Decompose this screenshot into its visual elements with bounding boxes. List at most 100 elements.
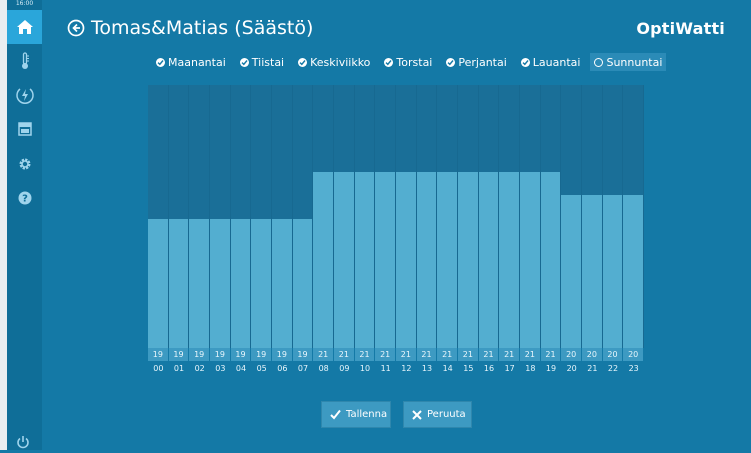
bar-hour-18[interactable]: [520, 85, 541, 348]
bar-separator: [332, 85, 334, 348]
bar-hour-14[interactable]: [437, 85, 458, 348]
bar: [561, 195, 582, 348]
hour-tick-label: 16: [483, 364, 495, 373]
hour-tick-label: 05: [256, 364, 267, 373]
day-toggle-sunnuntai[interactable]: Sunnuntai: [590, 53, 667, 71]
sidebar-item-schedule[interactable]: [7, 112, 42, 146]
hour-tick-label: 04: [235, 364, 247, 373]
bar: [168, 218, 190, 348]
check-icon: [330, 409, 341, 420]
hour-tick-label: 06: [277, 364, 288, 373]
check-circle-icon: [156, 57, 165, 67]
check-circle-icon: [446, 57, 456, 67]
bar-hour-13[interactable]: [416, 85, 438, 348]
bar-hour-10[interactable]: [354, 85, 376, 348]
bar-hour-21[interactable]: [582, 85, 603, 348]
bar-separator: [250, 85, 252, 348]
bar-hour-05[interactable]: [251, 85, 272, 348]
hour-tick-label: 09: [339, 364, 350, 373]
window-edge: [0, 0, 7, 450]
bar-hour-16[interactable]: [478, 85, 500, 348]
bar-hour-12[interactable]: [396, 85, 417, 348]
bar: [437, 171, 458, 348]
hour-tick-label: 02: [194, 364, 205, 373]
bar-hour-20[interactable]: [561, 85, 582, 348]
bar-separator: [436, 85, 438, 348]
hour-tick-label: 18: [525, 364, 536, 373]
bar-hour-23[interactable]: [623, 85, 644, 348]
bar-hour-04[interactable]: [230, 85, 252, 348]
energy-icon: [15, 88, 34, 104]
cancel-label: Peruuta: [427, 409, 466, 420]
hour-tick-label: 15: [463, 364, 474, 373]
bar-value-label: 19: [230, 348, 251, 361]
bar-separator: [167, 85, 169, 348]
bar-hour-07[interactable]: [292, 85, 314, 348]
bar-value-label: 21: [499, 348, 519, 361]
bar-value-label: 20: [602, 348, 623, 361]
bar-hour-17[interactable]: [499, 85, 520, 348]
bar-separator: [622, 85, 624, 348]
check-circle-icon: [384, 57, 394, 67]
sidebar-item-settings[interactable]: [7, 147, 42, 181]
bar-hour-03[interactable]: [210, 85, 231, 348]
bar: [499, 171, 520, 348]
hour-tick-label: 01: [173, 364, 185, 373]
bar-value-label: 21: [354, 348, 375, 361]
bar: [375, 171, 396, 348]
bar-value-label: 21: [540, 348, 561, 361]
sidebar-item-energy[interactable]: [7, 78, 42, 112]
bar-hour-19[interactable]: [540, 85, 562, 348]
day-toggle-maanantai[interactable]: Maanantai: [152, 53, 230, 71]
bar: [396, 171, 417, 348]
day-label: Torstai: [396, 55, 433, 69]
bar-separator: [642, 85, 644, 348]
day-toggle-keskiviikko[interactable]: Keskiviikko: [294, 53, 374, 71]
day-toggle-tiistai[interactable]: Tiistai: [236, 53, 288, 71]
hour-tick-label: 11: [380, 364, 391, 373]
bar-separator: [477, 85, 479, 348]
bar-separator: [208, 85, 210, 348]
clock: 16:00: [15, 0, 34, 7]
cancel-button[interactable]: Peruuta: [403, 401, 472, 428]
bar: [251, 218, 272, 348]
bar-hour-06[interactable]: [272, 85, 293, 348]
check-circle-icon: [239, 57, 249, 67]
hour-tick-label: 08: [318, 364, 329, 373]
bar-hour-02[interactable]: [189, 85, 210, 348]
day-toggle-perjantai[interactable]: Perjantai: [442, 53, 510, 71]
day-toggle-torstai[interactable]: Torstai: [380, 53, 436, 71]
bar-separator: [580, 85, 582, 348]
bar-hour-22[interactable]: [602, 85, 624, 348]
gear-icon: [19, 158, 30, 170]
day-label: Maanantai: [168, 55, 226, 69]
bar: [582, 195, 603, 348]
bar-value-label: 21: [396, 348, 416, 361]
bar-value-label: 21: [437, 348, 457, 361]
bar-hour-00[interactable]: [148, 85, 169, 348]
bar: [354, 171, 376, 348]
bar-hour-11[interactable]: [375, 85, 396, 348]
bar-hour-01[interactable]: [168, 85, 190, 348]
bar: [478, 171, 500, 348]
hour-tick-label: 23: [628, 364, 639, 373]
save-button[interactable]: Tallenna: [321, 401, 391, 428]
back-button[interactable]: [67, 19, 85, 37]
sidebar-item-home[interactable]: [7, 10, 42, 44]
bar-separator: [353, 85, 355, 348]
check-circle-icon: [520, 57, 530, 67]
bar-hour-15[interactable]: [458, 85, 479, 348]
sidebar-item-temperature[interactable]: [7, 44, 42, 78]
bar-hour-08[interactable]: [313, 85, 334, 348]
power-icon: [17, 436, 29, 449]
bar-separator: [312, 85, 314, 348]
hour-tick-label: 14: [442, 364, 453, 373]
bar: [148, 218, 169, 348]
sidebar-item-help[interactable]: ?: [7, 181, 42, 215]
bar-hour-09[interactable]: [334, 85, 355, 348]
day-label: Lauantai: [532, 55, 581, 69]
bar-separator: [188, 85, 190, 348]
day-toggle-lauantai[interactable]: Lauantai: [517, 53, 585, 71]
bar: [292, 218, 314, 348]
power-button[interactable]: [16, 434, 30, 453]
